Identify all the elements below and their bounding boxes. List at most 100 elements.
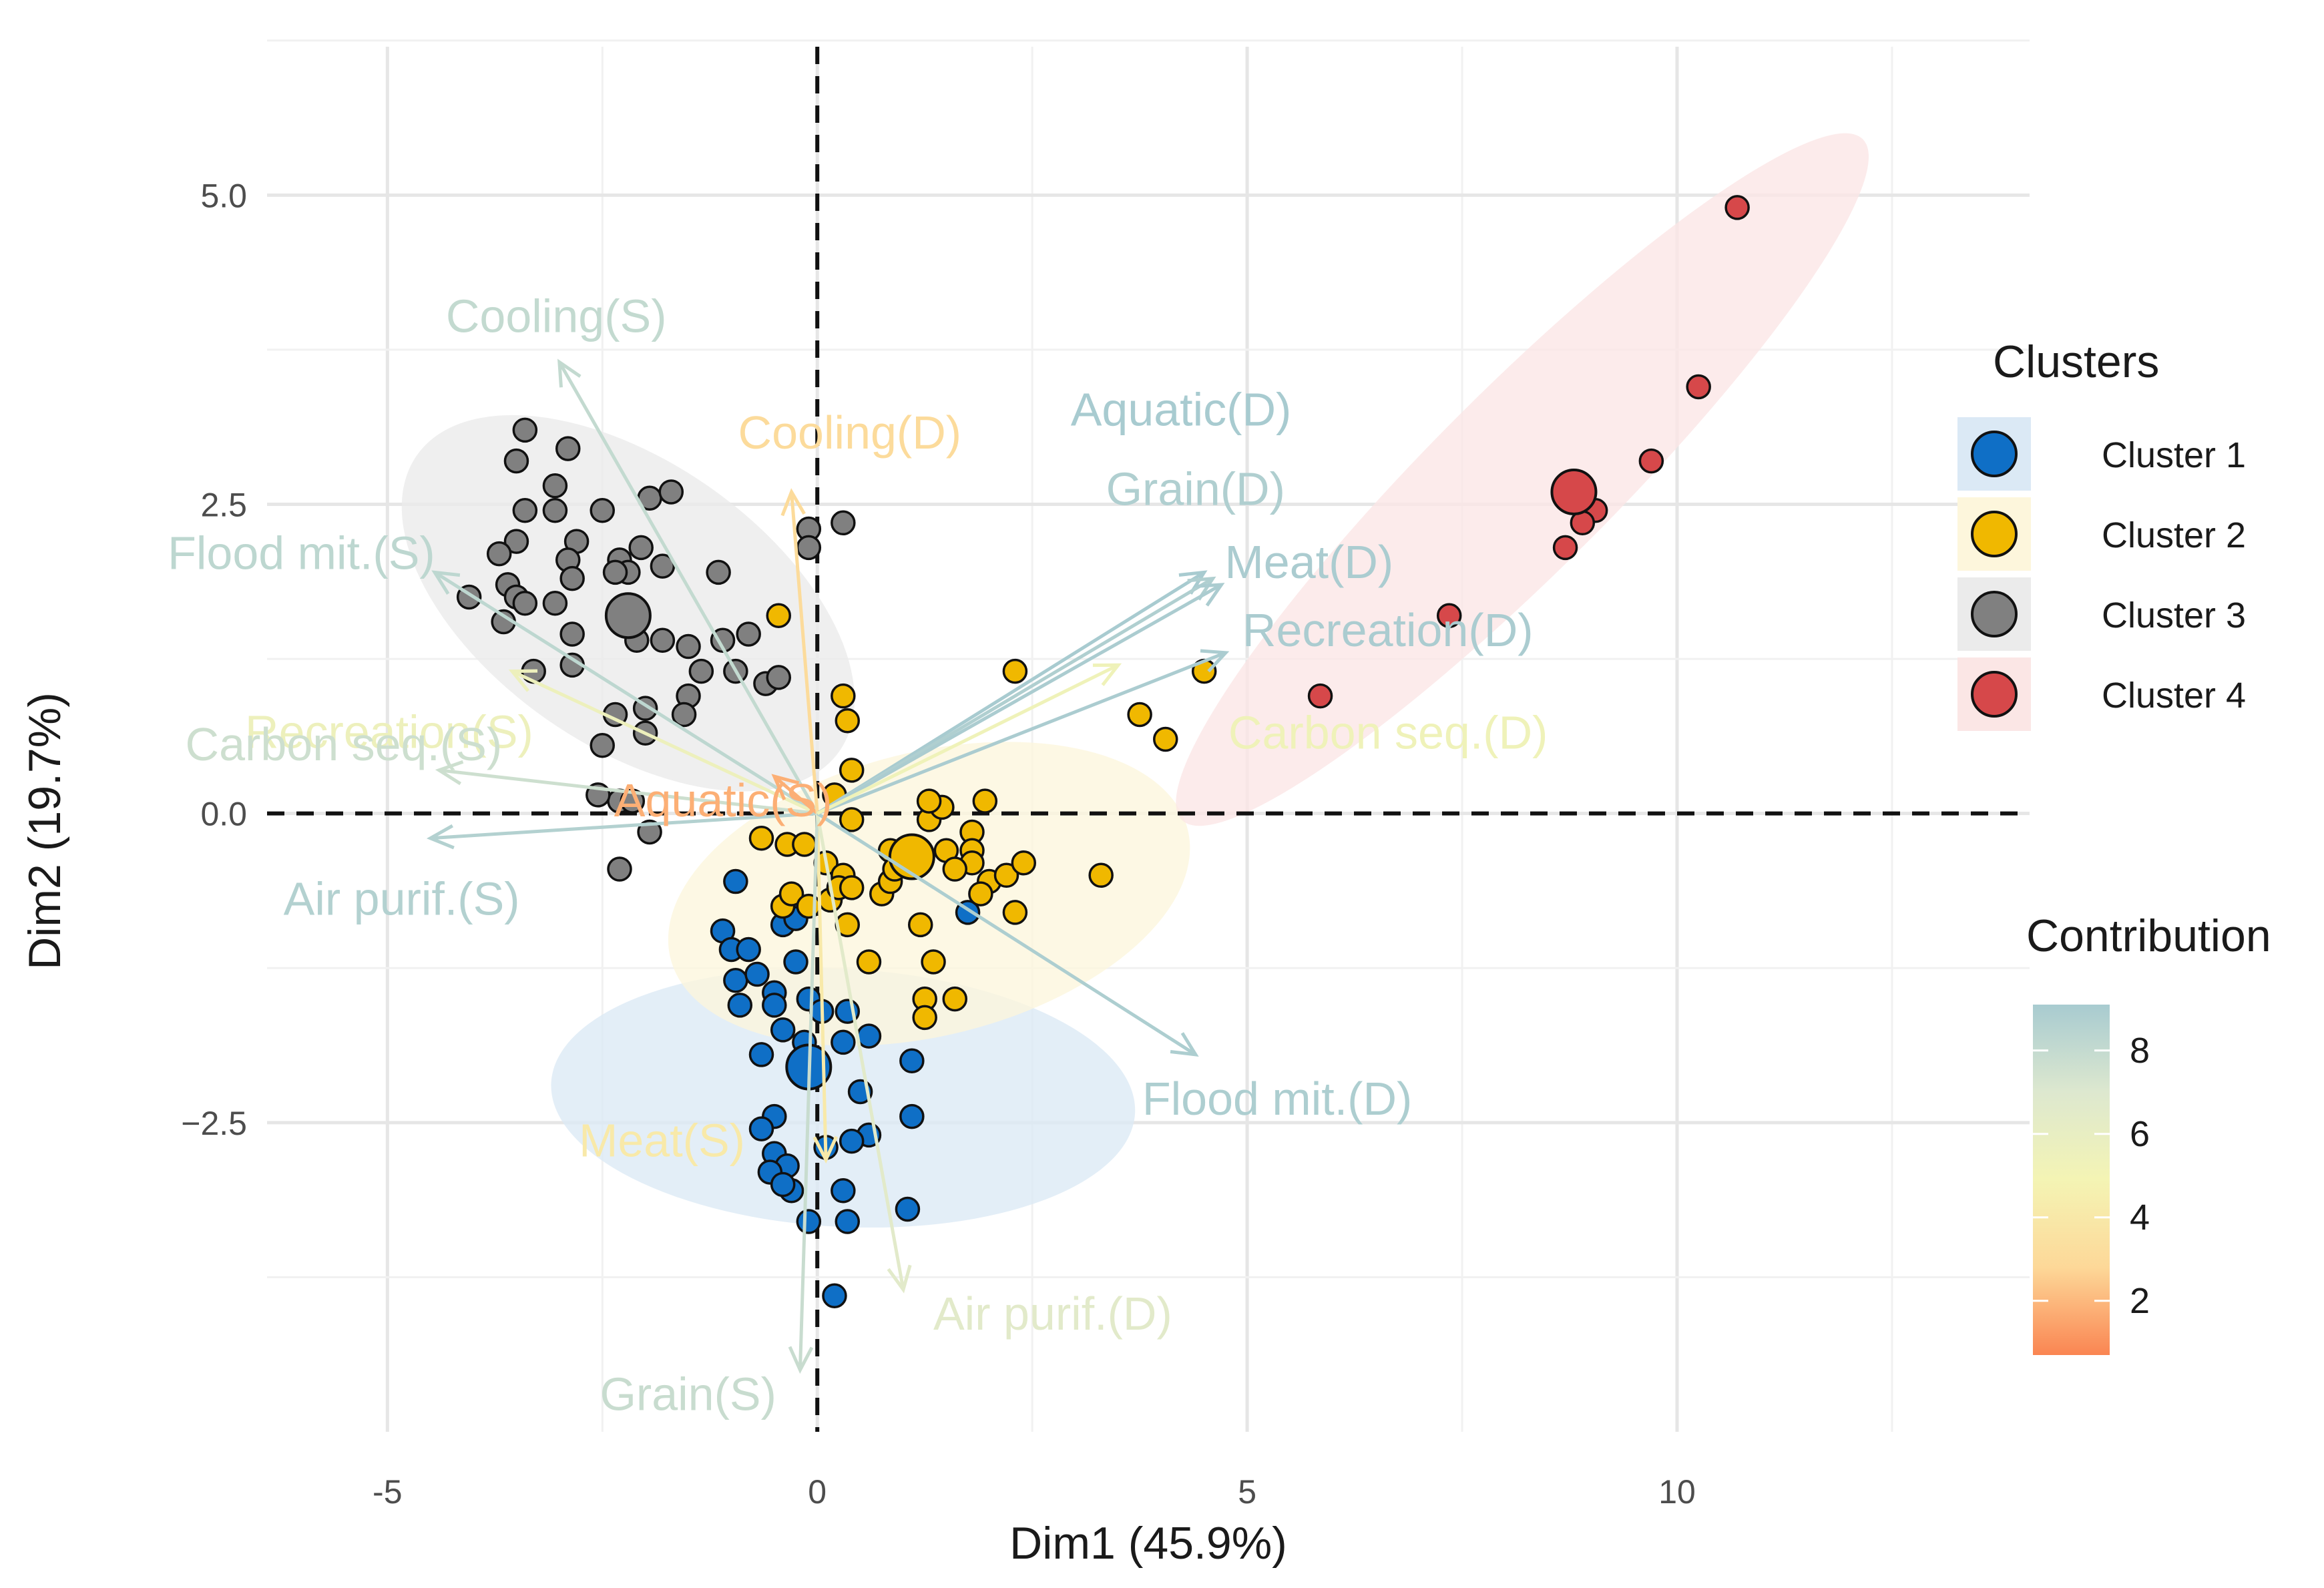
point-cluster-2 <box>993 862 1019 888</box>
arrow-head <box>1200 649 1230 673</box>
point-cluster-2 <box>968 881 993 906</box>
y-axis-title: Dim2 (19.7%) <box>19 692 70 970</box>
point-cluster-1 <box>899 1103 925 1129</box>
point-cluster-3 <box>503 448 529 474</box>
colorbar-tick-label: 6 <box>2130 1114 2150 1154</box>
point-cluster-1 <box>822 1283 847 1308</box>
arrow-head <box>771 774 800 800</box>
point-cluster-3 <box>590 733 615 758</box>
point-cluster-1 <box>796 1209 822 1234</box>
arrow-head <box>431 570 461 595</box>
point-cluster-1 <box>723 868 748 894</box>
point-cluster-3 <box>637 819 662 845</box>
legend-key-3 <box>1971 591 2018 637</box>
point-cluster-2 <box>835 708 861 734</box>
colorbar-tick-label: 8 <box>2130 1031 2150 1071</box>
arrow-aquatic-s- <box>773 775 819 815</box>
point-cluster-3 <box>736 621 761 647</box>
arrow-recreation-s- <box>511 670 819 815</box>
point-cluster-1 <box>839 1128 865 1154</box>
variable-label: Carbon seq.(D) <box>1228 706 1548 758</box>
point-cluster-1 <box>723 968 748 993</box>
contribution-legend-title: Contribution <box>2026 910 2271 961</box>
point-cluster-3 <box>710 627 736 653</box>
arrow-head <box>1178 570 1208 595</box>
point-cluster-3 <box>628 535 654 561</box>
point-cluster-3 <box>559 621 585 647</box>
point-cluster-2 <box>1002 658 1028 684</box>
arrow-grain-s- <box>798 813 819 1370</box>
legend-key-1 <box>1971 431 2018 477</box>
centroid-cluster-4 <box>1550 468 1598 515</box>
y-tick-label: 2.5 <box>200 486 247 523</box>
point-cluster-2 <box>748 825 774 851</box>
point-cluster-1 <box>831 1177 856 1204</box>
point-cluster-2 <box>792 832 817 857</box>
colorbar-tick-label: 4 <box>2130 1198 2150 1238</box>
variable-label: Flood mit.(D) <box>1142 1073 1412 1125</box>
point-cluster-1 <box>762 993 787 1018</box>
legend-label-1: Cluster 1 <box>2102 435 2246 475</box>
contribution-legend: Contribution 2 4 6 8 <box>2026 910 2271 1355</box>
legend-label-2: Cluster 2 <box>2102 515 2246 555</box>
point-cluster-1 <box>856 1023 882 1049</box>
variable-label: Air purif.(D) <box>933 1288 1172 1340</box>
variable-arrows <box>426 358 1230 1374</box>
point-cluster-2 <box>839 758 865 783</box>
axis-ticks: -5 0 5 10 −2.5 0.0 2.5 5.0 <box>181 177 1696 1511</box>
y-tick-label: −2.5 <box>181 1105 247 1142</box>
point-cluster-2 <box>856 949 882 975</box>
point-cluster-3 <box>512 417 538 443</box>
legend-label-3: Cluster 3 <box>2102 595 2246 635</box>
centroid-cluster-3 <box>604 592 652 639</box>
point-cluster-3 <box>650 627 676 653</box>
arrow-air-purif-s- <box>430 812 818 840</box>
y-tick-label: 5.0 <box>200 177 247 214</box>
arrow-carbon-seq-d- <box>817 664 1120 815</box>
point-cluster-3 <box>766 665 791 690</box>
variable-label: Recreation(D) <box>1242 604 1534 656</box>
variable-label: Carbon seq.(S) <box>186 718 503 770</box>
point-cluster-1 <box>899 1048 925 1073</box>
arrow-air-purif-d- <box>815 813 905 1290</box>
point-cluster-2 <box>916 788 942 814</box>
variable-label: Air purif.(S) <box>284 873 520 925</box>
arrow-head <box>780 488 806 517</box>
arrow-recreation-d- <box>817 651 1226 815</box>
legend-label-4: Cluster 4 <box>2102 676 2246 716</box>
x-tick-label: -5 <box>373 1473 402 1511</box>
point-cluster-2 <box>972 788 998 814</box>
variable-label: Aquatic(S) <box>614 774 833 826</box>
arrow-head <box>812 1135 839 1164</box>
arrow-head <box>435 760 464 786</box>
point-cluster-3 <box>542 590 568 616</box>
point-cluster-3 <box>796 535 822 561</box>
variable-label: Grain(D) <box>1106 463 1285 515</box>
individual-points <box>456 195 1750 1308</box>
point-cluster-2 <box>912 1005 937 1031</box>
point-cluster-3 <box>676 633 701 659</box>
point-cluster-1 <box>744 961 770 987</box>
arrow-head <box>508 669 538 692</box>
point-cluster-2 <box>1011 850 1037 876</box>
point-cluster-3 <box>650 553 676 579</box>
point-cluster-4 <box>1436 603 1462 628</box>
x-tick-label: 5 <box>1238 1473 1256 1511</box>
arrow-flood-mit-d- <box>816 812 1197 1057</box>
reference-lines <box>267 47 2030 1432</box>
point-cluster-2 <box>839 807 865 832</box>
point-cluster-3 <box>555 436 581 461</box>
arrow-carbon-seq-s- <box>439 768 818 816</box>
point-cluster-3 <box>620 788 646 814</box>
point-cluster-4 <box>1552 535 1578 561</box>
variable-label: Flood mit.(S) <box>168 527 435 579</box>
point-cluster-1 <box>895 1196 921 1222</box>
point-cluster-3 <box>590 498 615 523</box>
point-cluster-4 <box>1638 448 1664 474</box>
point-cluster-3 <box>542 473 568 499</box>
point-cluster-3 <box>688 658 714 684</box>
variable-label: Recreation(S) <box>245 706 533 758</box>
arrow-meat-s- <box>815 813 828 1160</box>
point-cluster-3 <box>607 856 632 882</box>
